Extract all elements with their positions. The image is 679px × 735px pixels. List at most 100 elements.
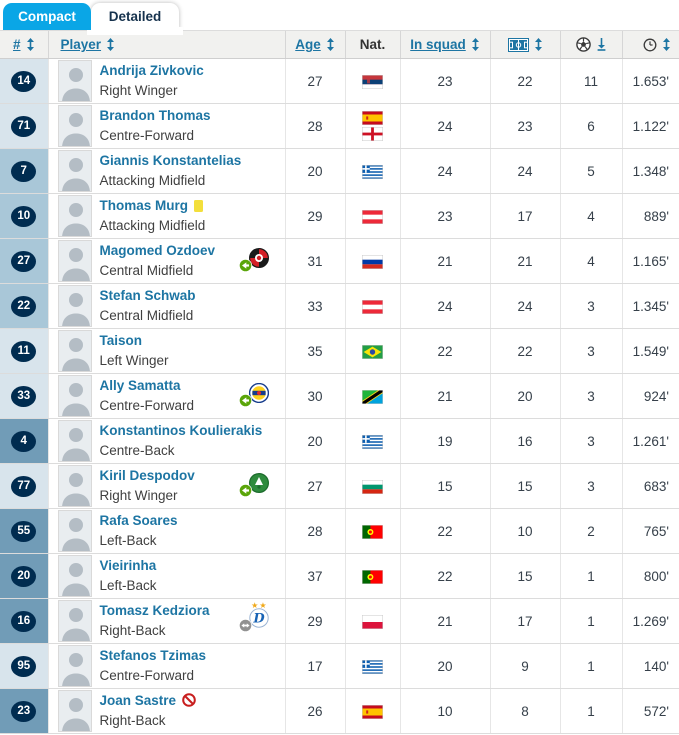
sort-by-player-link[interactable]: Player [60,37,102,52]
player-name-link[interactable]: Joan Sastre [99,693,177,709]
svg-text:D: D [252,612,265,627]
starting-eleven-cell: 10 [489,508,560,554]
table-row: 4 Konstantinos Koulierakis Centre-Back 20 19… [0,418,679,464]
shirt-number-cell: 20 [0,553,48,599]
minutes-played-cell: 1.122' [621,103,679,149]
player-portrait-placeholder-icon [58,376,91,416]
transfer-info[interactable]: ★★ D [238,601,269,635]
player-name-link[interactable]: Brandon Thomas [99,108,211,124]
goals-cell: 3 [559,463,622,509]
player-position: Right Winger [99,488,178,503]
starting-eleven-cell: 15 [489,553,560,599]
player-name-link[interactable]: Andrija Zivkovic [99,63,204,79]
in-squad-cell: 22 [399,328,490,374]
shirt-number-cell: 11 [0,328,48,374]
goals-cell: 6 [559,103,622,149]
player-name-link[interactable]: Tomasz Kedziora [99,603,210,619]
sort-updown-icon[interactable] [106,38,115,51]
sort-updown-icon[interactable] [326,38,335,51]
shirt-number-badge: 10 [11,205,37,227]
sort-by-age-link[interactable]: Age [295,37,321,52]
age-cell: 20 [284,148,345,194]
player-photo [57,150,92,192]
goals-cell: 11 [559,58,622,104]
shirt-number-badge: 71 [11,115,37,137]
player-position: Central Midfield [99,308,194,323]
flag-portugal-icon [362,569,383,584]
nationality-cell [344,193,400,239]
in-squad-cell: 10 [399,688,490,734]
age-cell: 29 [284,193,345,239]
player-cell: Tomasz Kedziora Right-Back ★★ D [47,598,285,644]
player-name-link[interactable]: Magomed Ozdoev [99,243,216,259]
shirt-number-badge: 77 [11,475,37,497]
goals-cell: 1 [559,688,622,734]
sort-by-number-link[interactable]: # [12,37,21,52]
player-position: Right-Back [99,623,166,638]
tab-detailed[interactable]: Detailed [87,3,183,35]
shirt-number-cell: 77 [0,463,48,509]
starting-eleven-cell: 9 [489,643,560,689]
goals-cell: 1 [559,598,622,644]
transfer-info[interactable] [238,382,269,410]
table-row: 23 Joan Sastre Right-Back 26 10 8 1 572' [0,688,679,734]
ball-icon[interactable] [575,37,591,52]
player-name-line: Rafa Soares [100,511,178,531]
shirt-number-badge: 55 [11,520,37,542]
player-name-line: Taison [100,331,169,351]
sort-descending-active-icon[interactable] [596,38,607,51]
minutes-played-cell: 765' [621,508,679,554]
player-name-link[interactable]: Rafa Soares [99,513,178,529]
sort-by-in-squad-link[interactable]: In squad [410,37,466,52]
player-name-link[interactable]: Vieirinha [99,558,157,574]
player-portrait-placeholder-icon [58,61,91,101]
player-cell: Rafa Soares Left-Back [47,508,285,554]
sort-updown-icon[interactable] [534,38,543,51]
player-name-link[interactable]: Stefan Schwab [99,288,196,304]
column-header-minutes [621,30,679,59]
player-name-link[interactable]: Taison [99,333,143,349]
nationality-cell [344,553,400,599]
shirt-number-cell: 33 [0,373,48,419]
column-header-goals [559,30,622,59]
player-position: Central Midfield [99,263,194,278]
shirt-number-badge: 4 [11,430,37,452]
minutes-played-cell: 1.345' [621,283,679,329]
pitch-icon[interactable] [507,37,529,52]
player-name-link[interactable]: Thomas Murg [99,198,189,214]
sort-updown-icon[interactable] [662,38,671,51]
player-name-line: Vieirinha [100,556,157,576]
shirt-number-cell: 4 [0,418,48,464]
goals-cell: 4 [559,193,622,239]
player-portrait-placeholder-icon [58,196,91,236]
nationality-cell [344,283,400,329]
player-photo [57,465,92,507]
player-photo [57,645,92,687]
tab-compact[interactable]: Compact [3,3,91,30]
transfer-info[interactable] [238,247,269,275]
player-name-link[interactable]: Kiril Despodov [99,468,195,484]
player-name-link[interactable]: Giannis Konstantelias [99,153,242,169]
player-position: Centre-Forward [99,398,195,413]
nationality-cell [344,58,400,104]
player-name-link[interactable]: Stefanos Tzimas [99,648,207,664]
table-row: 22 Stefan Schwab Central Midfield 33 24 24 3 1.… [0,283,679,329]
player-name-link[interactable]: Konstantinos Koulierakis [99,423,263,439]
nationality-header-label: Nat. [359,37,386,52]
clock-icon[interactable] [643,38,657,52]
in-squad-cell: 21 [399,238,490,284]
sort-updown-icon[interactable] [26,38,35,51]
transfer-info[interactable] [238,472,269,500]
goals-cell: 5 [559,148,622,194]
table-row: 16 Tomasz Kedziora Right-Back ★★ D 29 21 17 1 1.2… [0,598,679,644]
player-cell: Thomas Murg Attacking Midfield [47,193,285,239]
player-position: Right-Back [99,713,166,728]
starting-eleven-cell: 22 [489,328,560,374]
sort-updown-icon[interactable] [471,38,480,51]
player-portrait-placeholder-icon [58,106,91,146]
age-cell: 30 [284,373,345,419]
minutes-played-cell: 1.261' [621,418,679,464]
club-badge-icon [248,473,269,493]
column-header-starting-eleven [489,30,560,59]
player-name-link[interactable]: Ally Samatta [99,378,181,394]
